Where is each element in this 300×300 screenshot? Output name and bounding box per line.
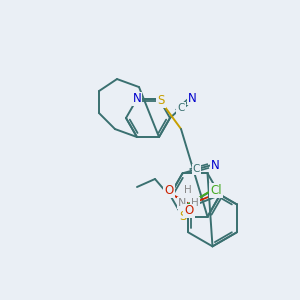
Text: N: N <box>133 92 141 105</box>
Text: N: N <box>188 92 196 104</box>
Text: N: N <box>211 159 220 172</box>
Text: N: N <box>178 198 186 208</box>
Text: S: S <box>157 94 165 107</box>
Text: O: O <box>164 184 174 197</box>
Text: C: C <box>177 103 185 113</box>
Text: S: S <box>179 210 186 223</box>
Text: Cl: Cl <box>210 184 222 197</box>
Text: H: H <box>184 185 192 195</box>
Text: C: C <box>193 164 200 174</box>
Text: O: O <box>184 205 194 218</box>
Text: H: H <box>191 198 199 208</box>
